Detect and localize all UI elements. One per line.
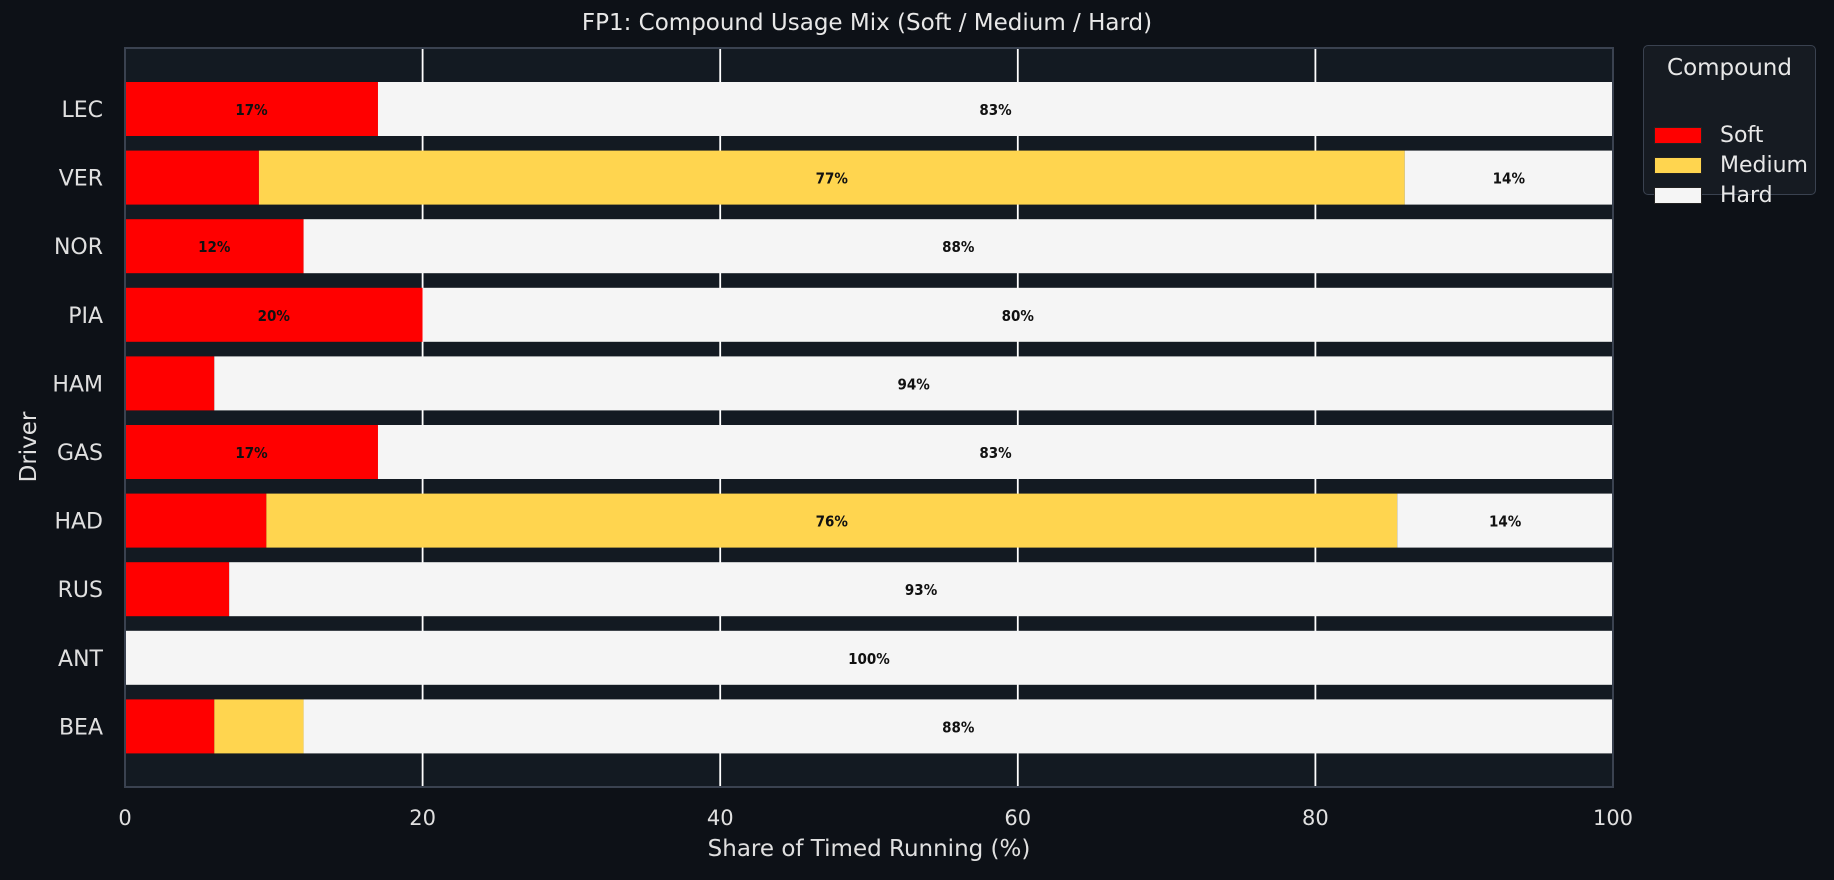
legend-label-medium: Medium <box>1720 152 1808 178</box>
x-tick-label-20: 20 <box>409 806 436 830</box>
bar-label-hard-ant: 100% <box>848 650 890 668</box>
y-tick-label-ant: ANT <box>58 647 104 672</box>
bar-hard-gas <box>377 425 1614 479</box>
bar-hard-had <box>1397 493 1613 548</box>
x-axis-label: Share of Timed Running (%) <box>707 836 1031 862</box>
bar-soft-nor <box>125 219 304 274</box>
bar-hard-ant <box>125 630 1613 685</box>
bar-label-hard-had: 14% <box>1489 513 1522 531</box>
legend-item-hard: Hard <box>1654 180 1773 210</box>
x-tick-label-40: 40 <box>707 806 734 830</box>
y-tick-label-ham: HAM <box>52 372 103 397</box>
bar-hard-pia <box>422 287 1614 342</box>
y-tick-label-ver: VER <box>59 167 103 192</box>
bar-soft-bea <box>125 699 215 754</box>
legend-swatch-soft <box>1654 126 1702 144</box>
bar-medium-had <box>266 493 1398 548</box>
plot-frame <box>124 47 1614 788</box>
bar-label-medium-ver: 77% <box>816 170 849 188</box>
y-tick-label-pia: PIA <box>68 304 103 329</box>
bar-label-soft-lec: 17% <box>235 101 268 119</box>
legend-label-soft: Soft <box>1720 122 1764 148</box>
bar-label-hard-lec: 83% <box>979 101 1012 119</box>
legend-item-medium: Medium <box>1654 150 1808 180</box>
bar-medium-ver <box>258 150 1405 205</box>
bar-hard-rus <box>229 562 1613 617</box>
legend-title: Compound <box>1667 55 1792 81</box>
legend-item-soft: Soft <box>1654 120 1763 150</box>
bar-medium-bea <box>214 699 304 754</box>
bar-label-hard-ver: 14% <box>1493 170 1526 188</box>
bar-label-hard-bea: 88% <box>942 718 975 736</box>
y-tick-label-lec: LEC <box>61 98 103 123</box>
legend-label-hard: Hard <box>1720 182 1773 208</box>
bar-label-hard-gas: 83% <box>979 444 1012 462</box>
bar-label-soft-pia: 20% <box>258 307 291 325</box>
y-tick-label-had: HAD <box>54 510 103 535</box>
bar-hard-nor <box>303 219 1613 274</box>
bars <box>125 82 1614 754</box>
bar-hard-bea <box>303 699 1613 754</box>
bar-label-hard-ham: 94% <box>897 375 930 393</box>
bar-label-soft-gas: 17% <box>235 444 268 462</box>
legend-swatch-hard <box>1654 186 1702 204</box>
y-tick-label-nor: NOR <box>54 235 103 260</box>
bar-label-hard-rus: 93% <box>905 581 938 599</box>
bar-soft-ver <box>125 150 259 205</box>
bar-soft-rus <box>125 562 230 617</box>
bar-soft-had <box>125 493 267 548</box>
y-tick-label-rus: RUS <box>58 578 103 603</box>
legend: Compound Soft Medium Hard <box>1643 45 1816 208</box>
bar-soft-gas <box>125 425 378 479</box>
bar-label-hard-pia: 80% <box>1002 307 1035 325</box>
bar-soft-ham <box>125 356 215 411</box>
bar-labels: 17% 83% 77% 14% 12% 88% 20% 80% 94% 17% 83% 76% 14% 9… <box>198 101 1525 736</box>
x-tick-label-100: 100 <box>1593 806 1633 830</box>
chart-title: FP1: Compound Usage Mix (Soft / Medium /… <box>581 10 1153 36</box>
y-tick-label-bea: BEA <box>59 715 103 740</box>
axes: 0 20 40 60 80 100 LEC VER NOR PIA HAM GAS HAD RUS ANT B… <box>52 98 1633 830</box>
bar-label-medium-had: 76% <box>816 513 849 531</box>
bar-label-soft-nor: 12% <box>198 238 231 256</box>
y-tick-label-gas: GAS <box>57 441 103 466</box>
x-tick-label-80: 80 <box>1302 806 1329 830</box>
bar-soft-lec <box>125 82 378 136</box>
y-axis-label: Driver <box>16 411 42 483</box>
bar-hard-lec <box>377 82 1614 136</box>
x-tick-label-0: 0 <box>118 806 131 830</box>
bar-soft-pia <box>125 287 423 342</box>
bar-hard-ham <box>214 356 1613 411</box>
legend-swatch-medium <box>1654 156 1702 174</box>
bar-label-hard-nor: 88% <box>942 238 975 256</box>
x-tick-label-60: 60 <box>1004 806 1031 830</box>
bar-hard-ver <box>1404 150 1613 205</box>
